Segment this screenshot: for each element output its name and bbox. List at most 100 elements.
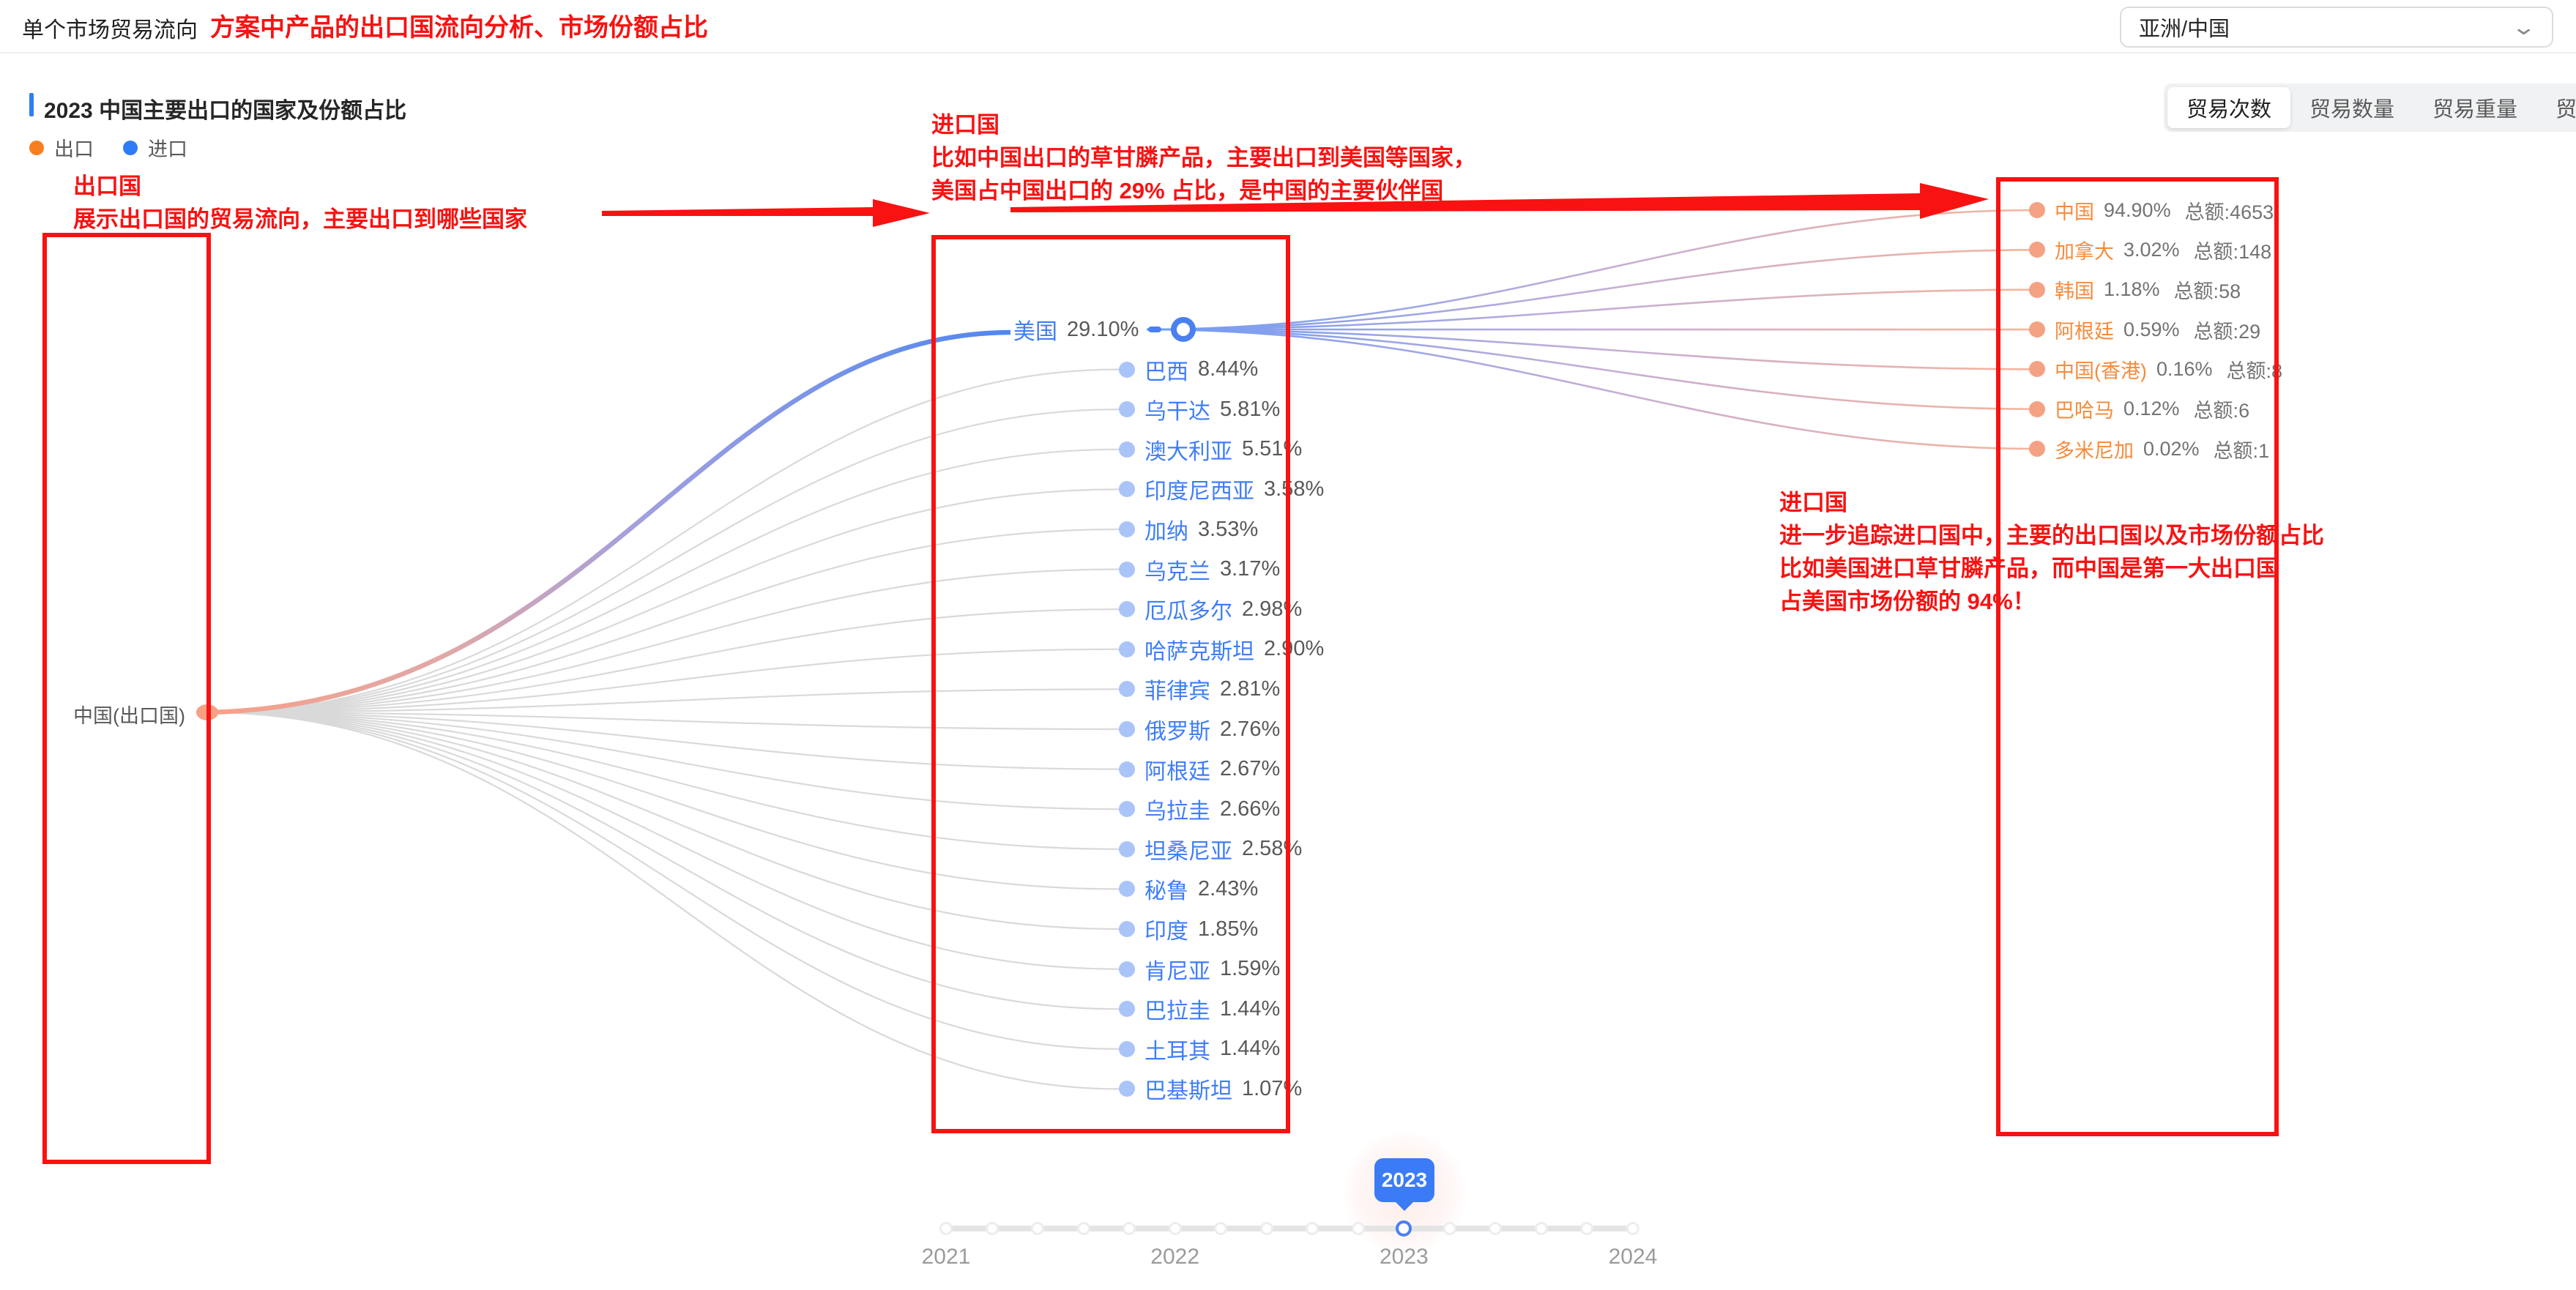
tab-3[interactable]: 贸易重量 [2432,98,2518,122]
export-item[interactable]: 乌干达 5.81% [1119,396,1281,425]
import-dot-icon [2029,441,2045,458]
export-dot-icon [1119,1040,1135,1057]
export-country-label: 美国 [1013,320,1057,344]
import-total-label: 总额:4653 [2184,201,2274,223]
timeline-tick[interactable] [1534,1222,1548,1235]
import-item[interactable]: 加拿大 3.02% 总额:148 [2029,236,2271,263]
export-item[interactable]: 菲律宾 2.81% [1119,676,1280,704]
import-share-label: 94.90% [2104,198,2171,221]
import-country-label: 阿根廷 [2055,320,2114,343]
middle-annotation: 进口国 比如中国出口的草甘膦产品，主要出口到美国等国家， 美国占中国出口的 29… [931,112,1476,204]
export-item[interactable]: 巴西 8.44% [1119,357,1258,384]
timeline-tick[interactable] [1168,1222,1182,1235]
import-total-label: 总额:29 [2193,320,2261,343]
import-total-label: 总额:6 [2193,400,2250,422]
export-item-selected[interactable]: 美国 29.10% [1013,316,1196,344]
region-select[interactable]: 亚洲/中国 ⌄ [2120,7,2553,48]
import-total-label: 总额:58 [2173,280,2241,303]
timeline-tick[interactable] [1031,1222,1045,1235]
timeline-tick[interactable] [1306,1222,1319,1235]
import-country-label: 韩国 [2055,280,2094,303]
timeline-tooltip: 2023 [1374,1158,1434,1202]
timeline-tick[interactable] [1076,1222,1090,1235]
export-country-label: 坦桑尼亚 [1144,839,1232,864]
import-item[interactable]: 巴哈马 0.12% 总额:6 [2029,396,2249,422]
timeline-tick[interactable] [1351,1222,1365,1235]
export-dot-icon [1119,401,1135,418]
export-country-label: 乌干达 [1144,400,1210,425]
export-dot-icon [1119,1081,1135,1097]
export-item[interactable]: 哈萨克斯坦 2.90% [1119,636,1325,664]
export-item[interactable]: 加纳 3.53% [1119,516,1258,544]
export-share-label: 5.81% [1220,397,1281,421]
left-red-arrow [602,199,930,227]
import-country-label: 多米尼加 [2055,439,2134,462]
timeline-tick[interactable] [1626,1222,1639,1235]
section-title-bar [29,93,34,116]
timeline-tick[interactable] [1489,1222,1503,1235]
top-red-annotation: 方案中产品的出口国流向分析、市场份额占比 [210,14,708,42]
import-share-label: 0.12% [2123,398,2180,420]
timeline-tick[interactable] [1443,1222,1456,1235]
export-dot-icon [1119,881,1135,898]
top-divider [0,52,2576,53]
timeline-tick[interactable] [1580,1222,1594,1235]
export-item[interactable]: 巴拉圭 1.44% [1119,996,1281,1024]
export-dot-icon [1119,681,1135,698]
export-dot-icon [1119,561,1135,578]
tab-2[interactable]: 贸易数量 [2309,98,2395,122]
import-item[interactable]: 多米尼加 0.02% 总额:1 [2029,436,2269,462]
timeline-year-label: 2023 [1379,1245,1429,1269]
import-item[interactable]: 中国 94.90% 总额:4653 [2029,197,2274,223]
import-total-label: 总额:8 [2226,359,2283,382]
right-annotation: 进口国 进一步追踪进口国中，主要的出口国以及市场份额占比 比如美国进口草甘膦产品… [1779,490,2324,614]
export-item[interactable]: 巴基斯坦 1.07% [1119,1075,1302,1103]
timeline-tick[interactable] [1259,1222,1273,1235]
tab-4[interactable]: 贸易金额 [2555,98,2576,122]
export-dot-icon [1119,1001,1135,1018]
legend: 出口 进口 [29,133,187,162]
import-share-label: 3.02% [2123,238,2180,261]
import-share-label: 0.59% [2123,318,2180,340]
import-item[interactable]: 中国(香港) 0.16% 总额:8 [2029,356,2282,382]
import-item[interactable]: 韩国 1.18% 总额:58 [2029,277,2241,303]
export-item[interactable]: 坦桑尼亚 2.58% [1119,836,1302,864]
export-item[interactable]: 肯尼亚 1.59% [1119,956,1280,984]
import-item[interactable]: 阿根廷 0.59% 总额:29 [2029,316,2260,343]
source-node-dot [196,704,218,720]
export-item[interactable]: 阿根廷 2.67% [1119,756,1280,784]
export-share-label: 2.98% [1242,597,1303,621]
export-item[interactable]: 印度尼西亚 3.58% [1119,476,1324,504]
selected-marker-stub [1148,327,1162,332]
timeline-tick[interactable] [939,1222,953,1235]
export-item[interactable]: 乌拉圭 2.66% [1119,796,1280,824]
export-item[interactable]: 俄罗斯 2.76% [1119,716,1280,744]
region-select-value: 亚洲/中国 [2139,18,2230,41]
export-share-label: 2.90% [1264,637,1325,661]
export-share-label: 29.10% [1067,317,1139,341]
export-dot-icon [1119,721,1135,737]
chart-title: 2023 中国主要出口的国家及份额占比 [44,99,407,123]
source-node-label: 中国(出口国) [73,705,185,727]
export-item[interactable]: 厄瓜多尔 2.98% [1119,596,1303,624]
timeline-track[interactable] [946,1226,1633,1231]
timeline-tick[interactable] [1214,1222,1228,1235]
chevron-down-icon: ⌄ [2510,15,2537,40]
timeline-tick-active[interactable] [1396,1220,1412,1237]
export-item[interactable]: 乌克兰 3.17% [1119,556,1281,584]
export-country-label: 澳大利亚 [1144,439,1232,464]
export-share-label: 1.44% [1220,996,1281,1021]
tab-1[interactable]: 贸易次数 [2167,87,2291,128]
timeline-year-label: 2021 [921,1245,971,1269]
export-item[interactable]: 秘鲁 2.43% [1119,876,1259,903]
import-total-label: 总额:1 [2213,439,2270,462]
timeline-tick[interactable] [1123,1222,1136,1235]
timeline-tick[interactable] [985,1222,999,1235]
import-dot-icon [2029,242,2045,258]
export-share-label: 2.43% [1198,876,1259,901]
export-item[interactable]: 澳大利亚 5.51% [1119,436,1302,464]
export-item[interactable]: 土耳其 1.44% [1119,1036,1280,1064]
export-item[interactable]: 印度 1.85% [1119,916,1258,944]
export-country-label: 肯尼亚 [1144,959,1210,984]
export-share-label: 3.17% [1220,557,1281,581]
